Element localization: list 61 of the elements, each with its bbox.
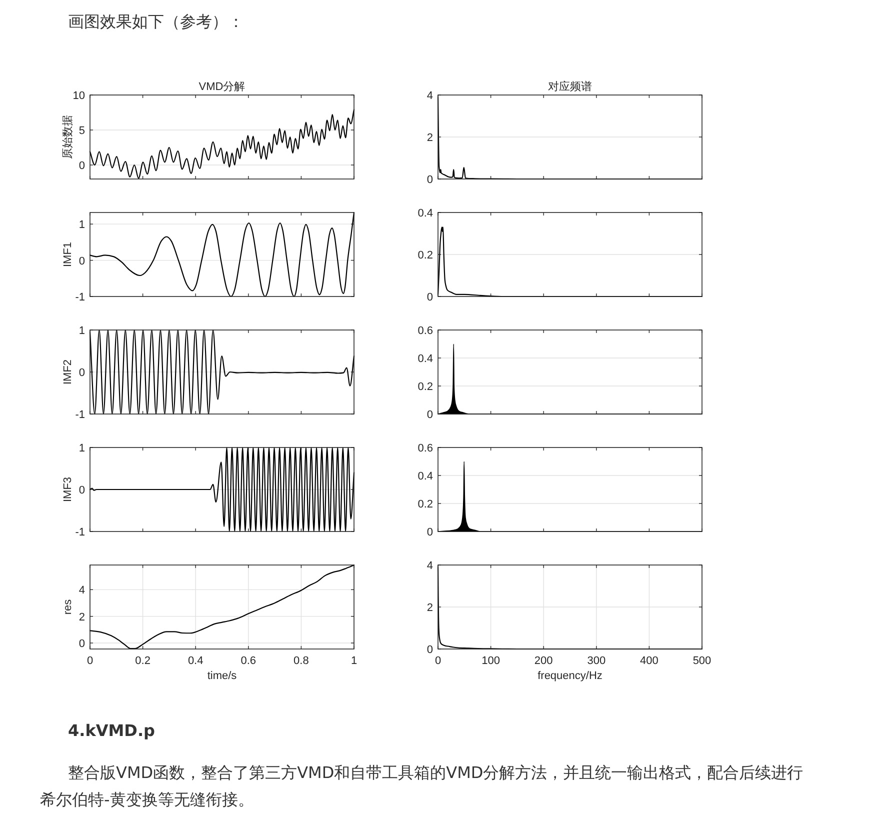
y-tick-label: 1	[78, 442, 85, 454]
y-tick-label: -1	[75, 526, 85, 538]
x-tick-label: 0.6	[240, 655, 256, 667]
y-tick-label: 1	[78, 219, 85, 232]
y-tick-label: 10	[72, 90, 85, 102]
y-axis-title: IMF2	[62, 359, 74, 385]
x-tick-label: 300	[587, 655, 606, 667]
y-tick-label: 2	[426, 602, 433, 614]
y-tick-label: 0.4	[418, 208, 433, 220]
y-tick-label: 0.2	[418, 250, 433, 262]
y-tick-label: 0.6	[418, 442, 433, 454]
line-series	[89, 329, 355, 415]
y-tick-label: 0	[78, 160, 85, 172]
y-tick-label: 1	[78, 325, 85, 337]
y-tick-label: 0	[78, 255, 85, 268]
y-tick-label: 0.2	[418, 381, 433, 393]
y-tick-label: 0	[426, 174, 433, 186]
y-tick-label: 0	[426, 292, 433, 304]
y-tick-label: 0.4	[418, 470, 433, 482]
x-tick-label: 0.8	[294, 655, 309, 667]
line-series	[89, 109, 355, 179]
y-tick-label: 0.2	[418, 498, 433, 510]
y-tick-label: 0	[426, 644, 433, 656]
line-series	[89, 446, 355, 532]
y-tick-label: 4	[78, 584, 85, 597]
y-tick-label: 0.6	[418, 325, 433, 337]
x-tick-label: 0	[434, 655, 442, 667]
y-axis-title: IMF3	[62, 476, 74, 502]
y-tick-label: 4	[426, 560, 433, 572]
y-tick-label: 0	[78, 638, 85, 650]
x-tick-label: 1	[350, 655, 358, 667]
x-axis-title: frequency/Hz	[538, 670, 602, 682]
y-tick-label: 2	[426, 132, 433, 144]
line-series	[89, 564, 355, 650]
text: 整合版VMD函数，整合了第三方VMD和自带工具箱的VMD分解方法，并且统一输出格式，配合后续进行希尔伯特-黄变换等无缝衔接。	[40, 762, 804, 811]
chart-title: VMD分解	[198, 81, 246, 93]
y-tick-label: 4	[426, 90, 433, 102]
y-axis-title: 原始数据	[62, 115, 74, 159]
y-axis-title: res	[62, 598, 74, 615]
y-tick-label: 0	[426, 526, 433, 538]
x-tick-label: 400	[640, 655, 658, 667]
y-axis-title: IMF1	[62, 242, 74, 268]
y-tick-label: 5	[78, 125, 85, 137]
x-tick-label: 500	[692, 655, 712, 667]
y-tick-label: 0.4	[418, 353, 433, 365]
chart-title: 对应频谱	[548, 80, 592, 93]
y-tick-label: 0	[426, 409, 433, 421]
line-series	[89, 212, 355, 298]
x-tick-label: 0	[86, 655, 94, 667]
text: 4.kVMD.p	[67, 720, 156, 742]
x-tick-label: 0.4	[188, 655, 204, 667]
x-tick-label: 200	[534, 655, 553, 667]
x-tick-label: 0.2	[135, 655, 150, 667]
y-tick-label: -1	[75, 292, 85, 304]
x-axis-title: time/s	[207, 670, 238, 682]
y-tick-label: 2	[78, 611, 85, 624]
y-tick-label: 0	[78, 367, 85, 379]
y-tick-label: 0	[78, 484, 85, 496]
x-tick-label: 100	[482, 655, 500, 667]
y-tick-label: -1	[75, 409, 85, 421]
text: 画图效果如下（参考）：	[67, 11, 245, 33]
